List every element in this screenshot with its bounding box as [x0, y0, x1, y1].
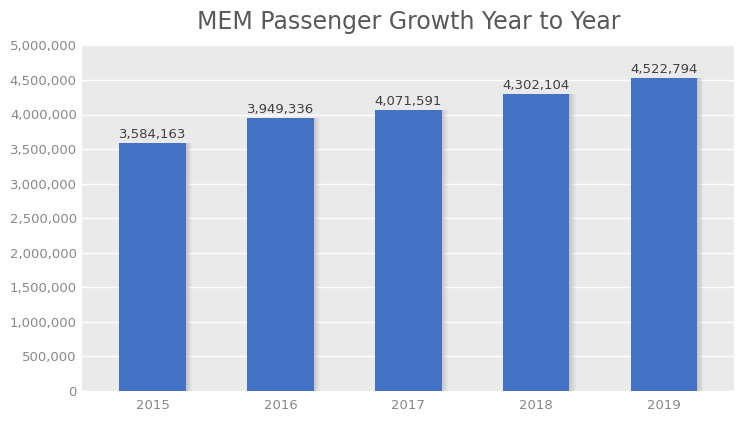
Bar: [121, 143, 187, 392]
Bar: [248, 118, 315, 392]
Bar: [251, 118, 318, 393]
Bar: [126, 143, 192, 394]
Bar: [503, 94, 569, 391]
Bar: [380, 110, 447, 394]
Title: MEM Passenger Growth Year to Year: MEM Passenger Growth Year to Year: [196, 10, 620, 34]
Bar: [251, 118, 317, 393]
Bar: [375, 110, 442, 391]
Bar: [125, 143, 191, 394]
Bar: [250, 118, 316, 392]
Bar: [504, 94, 571, 392]
Bar: [631, 78, 697, 391]
Bar: [638, 78, 705, 395]
Bar: [378, 110, 444, 392]
Bar: [381, 110, 448, 394]
Bar: [506, 94, 572, 392]
Bar: [379, 110, 446, 393]
Bar: [379, 110, 445, 393]
Bar: [249, 118, 315, 392]
Bar: [633, 78, 700, 392]
Bar: [123, 143, 190, 393]
Bar: [252, 118, 319, 394]
Bar: [382, 110, 449, 395]
Bar: [508, 94, 574, 394]
Bar: [247, 118, 314, 391]
Bar: [504, 94, 570, 392]
Bar: [122, 143, 188, 392]
Bar: [632, 78, 698, 392]
Bar: [636, 78, 702, 394]
Text: 4,071,591: 4,071,591: [375, 95, 442, 108]
Text: 3,584,163: 3,584,163: [119, 128, 187, 141]
Bar: [124, 143, 190, 393]
Bar: [635, 78, 702, 393]
Bar: [377, 110, 443, 392]
Bar: [509, 94, 576, 394]
Bar: [637, 78, 703, 394]
Bar: [120, 143, 186, 391]
Bar: [254, 118, 321, 395]
Bar: [507, 94, 573, 393]
Bar: [507, 94, 574, 393]
Bar: [510, 94, 577, 395]
Bar: [254, 118, 320, 394]
Bar: [376, 110, 443, 392]
Text: 4,522,794: 4,522,794: [630, 63, 698, 76]
Bar: [121, 143, 187, 392]
Bar: [632, 78, 699, 392]
Text: 4,302,104: 4,302,104: [502, 78, 570, 92]
Bar: [126, 143, 193, 395]
Text: 3,949,336: 3,949,336: [247, 103, 314, 116]
Bar: [634, 78, 701, 393]
